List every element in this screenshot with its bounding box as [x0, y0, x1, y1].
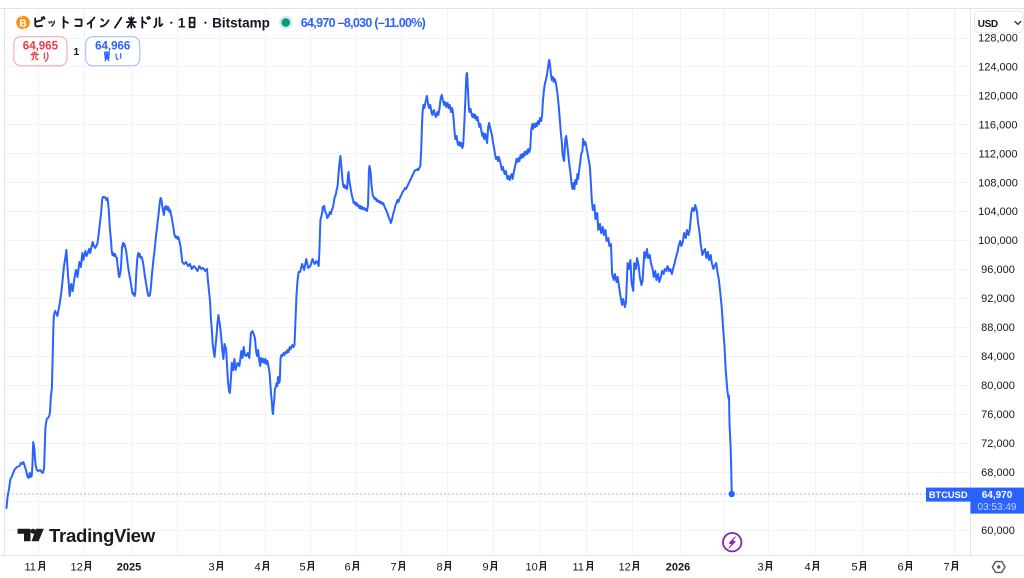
svg-text:108,000: 108,000 — [978, 177, 1018, 189]
svg-text:6: 6 — [345, 561, 351, 573]
svg-text:72,000: 72,000 — [981, 438, 1015, 450]
svg-text:64,970 –8,030 (–11.00%): 64,970 –8,030 (–11.00%) — [301, 16, 426, 30]
svg-text:3: 3 — [209, 561, 215, 573]
svg-text:112,000: 112,000 — [979, 148, 1018, 160]
svg-text:10: 10 — [526, 561, 538, 573]
svg-text:124,000: 124,000 — [978, 61, 1018, 73]
svg-text:7: 7 — [944, 561, 950, 573]
svg-text:84,000: 84,000 — [981, 351, 1015, 363]
svg-text:68,000: 68,000 — [981, 467, 1015, 479]
svg-text:12: 12 — [619, 561, 631, 573]
svg-text:128,000: 128,000 — [978, 32, 1018, 44]
svg-text:80,000: 80,000 — [981, 380, 1015, 392]
svg-text:11: 11 — [573, 561, 584, 573]
svg-text:TradingView: TradingView — [49, 525, 156, 546]
svg-text:96,000: 96,000 — [981, 264, 1015, 276]
svg-text:4: 4 — [255, 561, 261, 573]
svg-text:5: 5 — [300, 561, 306, 573]
svg-text:104,000: 104,000 — [978, 206, 1018, 218]
svg-text:Bitstamp: Bitstamp — [212, 15, 270, 30]
svg-text:03:53:49: 03:53:49 — [978, 502, 1017, 513]
svg-text:11: 11 — [25, 561, 36, 573]
svg-text:64,966: 64,966 — [95, 41, 130, 53]
svg-text:76,000: 76,000 — [981, 409, 1015, 421]
svg-text:100,000: 100,000 — [978, 235, 1018, 247]
svg-text:64,970: 64,970 — [982, 490, 1013, 501]
svg-text:5: 5 — [852, 561, 858, 573]
svg-text:12: 12 — [71, 561, 83, 573]
svg-text:8: 8 — [437, 561, 443, 573]
svg-text:116,000: 116,000 — [979, 119, 1018, 131]
svg-text:4: 4 — [805, 561, 811, 573]
svg-text:92,000: 92,000 — [981, 293, 1015, 305]
svg-text:6: 6 — [898, 561, 904, 573]
svg-text:120,000: 120,000 — [978, 90, 1018, 102]
svg-text:7: 7 — [391, 561, 397, 573]
svg-text:3: 3 — [758, 561, 764, 573]
svg-text:2025: 2025 — [117, 561, 141, 573]
svg-text:9: 9 — [483, 561, 489, 573]
svg-text:1: 1 — [178, 15, 186, 30]
svg-text:2026: 2026 — [666, 561, 690, 573]
svg-text:B: B — [19, 18, 26, 29]
svg-text:USD: USD — [978, 19, 998, 30]
svg-text:60,000: 60,000 — [981, 525, 1015, 537]
svg-text:BTCUSD: BTCUSD — [929, 490, 968, 500]
svg-text:1: 1 — [73, 46, 79, 58]
svg-text:88,000: 88,000 — [981, 322, 1015, 334]
svg-text:64,965: 64,965 — [23, 41, 59, 53]
